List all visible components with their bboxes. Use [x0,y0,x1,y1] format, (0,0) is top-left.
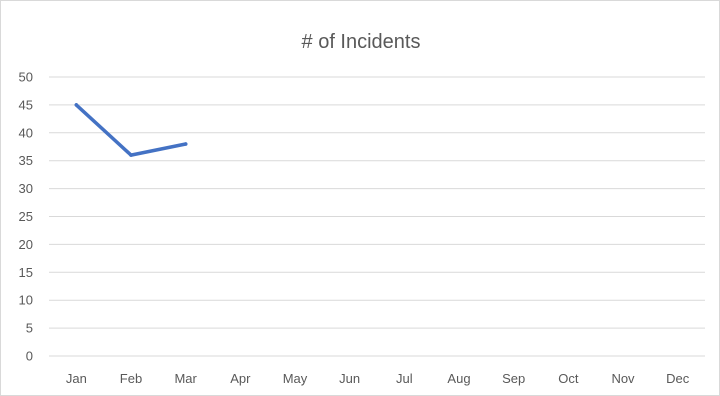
x-tick-label-nov: Nov [611,371,635,386]
y-tick-label: 5 [26,321,33,336]
x-tick-label-may: May [283,371,308,386]
y-tick-label: 45 [19,97,33,112]
x-tick-label-feb: Feb [120,371,142,386]
y-tick-label: 25 [19,209,33,224]
x-tick-label-sep: Sep [502,371,525,386]
y-axis-tick-labels: 0 5 10 15 20 25 30 35 40 45 50 [19,70,33,364]
y-tick-label: 15 [19,265,33,280]
data-point-feb [129,153,133,157]
x-tick-label-jun: Jun [339,371,360,386]
x-tick-label-aug: Aug [447,371,470,386]
x-axis-tick-labels: Jan Feb Mar Apr May Jun Jul Aug Sep Oct Nov Dec [66,371,690,386]
series-line-0 [74,103,188,157]
y-tick-label: 40 [19,125,33,140]
x-tick-label-oct: Oct [558,371,579,386]
data-point-mar [183,142,188,146]
y-tick-label: 30 [19,181,33,196]
y-tick-label: 35 [19,153,33,168]
y-tick-label: 50 [19,70,33,85]
data-point-jan [74,103,79,107]
x-tick-label-jan: Jan [66,371,87,386]
x-tick-label-jul: Jul [396,371,413,386]
x-tick-label-mar: Mar [174,371,197,386]
x-tick-label-dec: Dec [666,371,690,386]
x-tick-label-apr: Apr [230,371,251,386]
y-tick-label: 0 [26,349,33,364]
chart-title: # of Incidents [302,31,421,53]
y-tick-label: 10 [19,293,33,308]
gridlines [49,76,705,357]
series-layer [74,103,188,157]
y-tick-label: 20 [19,237,33,252]
